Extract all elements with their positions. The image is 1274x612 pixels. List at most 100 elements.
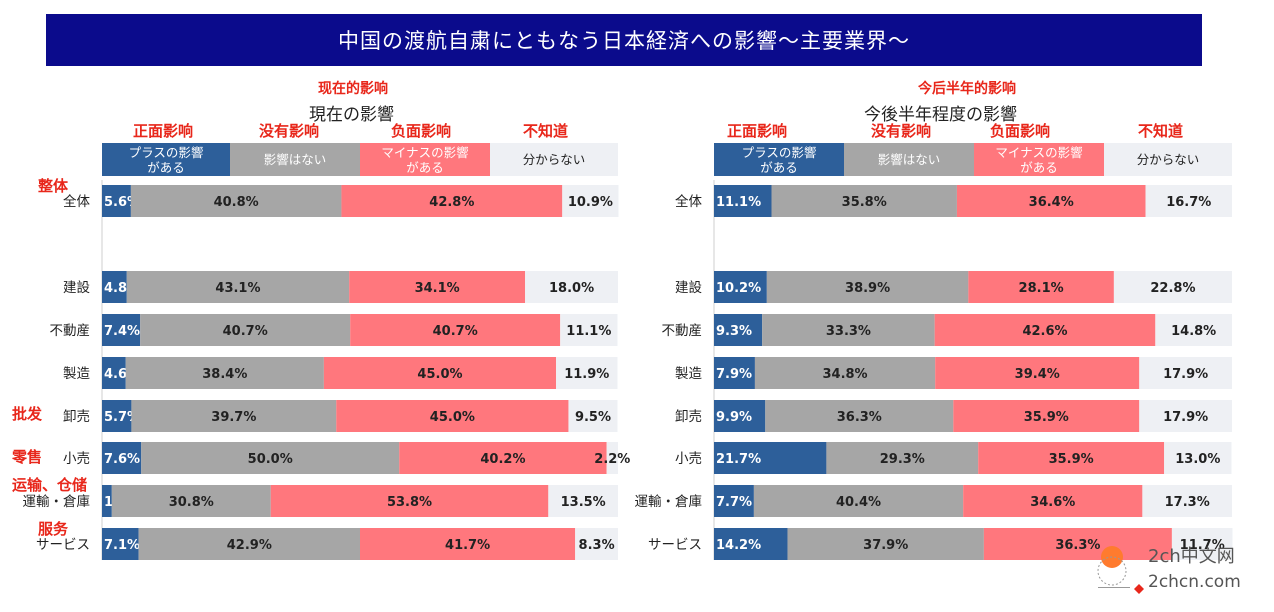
left-value-label: 7.4% xyxy=(104,324,140,339)
left-bar-segment xyxy=(102,442,142,474)
left-bar-segment xyxy=(102,185,131,217)
right-value-label: 13.0% xyxy=(1175,452,1220,467)
side-anno-retail: 零售 xyxy=(12,448,43,466)
right-row-label: 小売 xyxy=(675,451,702,467)
right-value-label: 9.3% xyxy=(716,324,752,339)
left-bar-segment xyxy=(341,185,563,217)
right-legend-unknown: 分からない xyxy=(1104,143,1232,176)
left-row-label: サービス xyxy=(36,537,90,553)
right-bar-segment xyxy=(714,485,754,517)
left-value-label: 43.1% xyxy=(215,281,260,296)
watermark-mascot-face xyxy=(1097,556,1127,586)
legend-text: プラスの影響 がある xyxy=(741,144,817,175)
right-bar-segment xyxy=(963,485,1143,517)
right-legend-positive: プラスの影響 がある xyxy=(714,143,844,176)
left-row-label: 不動産 xyxy=(50,323,91,339)
right-value-label: 36.3% xyxy=(1055,538,1100,553)
left-value-label: 34.1% xyxy=(415,281,460,296)
watermark-diamond-icon xyxy=(1134,584,1144,594)
right-bar-segment xyxy=(1145,185,1232,217)
left-value-label: 11.1% xyxy=(566,324,611,339)
left-value-label: 39.7% xyxy=(211,410,256,425)
watermark-line2: 2chcn.com xyxy=(1148,572,1241,592)
right-value-label: 22.8% xyxy=(1150,281,1195,296)
right-bar-segment xyxy=(968,271,1114,303)
right-bar-segment xyxy=(983,528,1172,560)
left-bar-segment xyxy=(360,528,576,560)
right-bar-segment xyxy=(956,185,1146,217)
right-value-label: 40.4% xyxy=(836,495,881,510)
left-row-label: 運輸・倉庫 xyxy=(23,494,91,510)
left-bar-segment xyxy=(350,314,561,346)
right-bar-segment xyxy=(1142,485,1232,517)
chart-title-banner: 中国の渡航自粛にともなう日本経済への影響～主要業界～ xyxy=(46,14,1202,66)
left-value-label: 5.7% xyxy=(104,410,140,425)
left-bar-segment xyxy=(525,271,618,303)
right-bar-segment xyxy=(978,442,1165,474)
right-bar-segment xyxy=(714,314,763,346)
left-legend-none: 影響はない xyxy=(230,143,360,176)
side-anno-services: 服务 xyxy=(38,520,69,538)
left-value-label: 9.5% xyxy=(575,410,611,425)
left-cat-unknown: 不知道 xyxy=(523,122,569,140)
left-bar-segment xyxy=(270,485,549,517)
right-value-label: 17.9% xyxy=(1163,410,1208,425)
right-subtitle: 今後半年程度の影響 xyxy=(864,105,1017,125)
left-bar-segment xyxy=(575,528,618,560)
legend-text: 影響はない xyxy=(263,152,327,167)
right-value-label: 17.9% xyxy=(1163,367,1208,382)
right-value-label: 14.8% xyxy=(1171,324,1216,339)
right-value-label: 14.2% xyxy=(716,538,761,553)
right-value-label: 36.3% xyxy=(837,410,882,425)
left-value-label: 13.5% xyxy=(561,495,606,510)
left-bar-segment xyxy=(556,357,618,389)
side-anno-wholesale: 批发 xyxy=(12,405,43,423)
right-row-label: 製造 xyxy=(675,366,703,382)
left-value-label: 40.7% xyxy=(433,324,478,339)
left-value-label: 30.8% xyxy=(169,495,214,510)
left-value-label: 42.8% xyxy=(429,195,474,210)
right-value-label: 38.9% xyxy=(845,281,890,296)
right-bar-segment xyxy=(714,271,767,303)
right-bar-segment xyxy=(762,314,935,346)
left-value-label: 53.8% xyxy=(387,495,432,510)
legend-text: 分からない xyxy=(522,152,586,167)
left-bar-segment xyxy=(606,442,618,474)
right-value-label: 10.2% xyxy=(716,281,761,296)
left-bar-segment xyxy=(560,314,618,346)
right-bar-segment xyxy=(714,185,772,217)
left-legend-unknown: 分からない xyxy=(490,143,618,176)
left-subtitle: 現在の影響 xyxy=(309,105,394,125)
left-bar-segment xyxy=(102,271,127,303)
left-value-label: 40.7% xyxy=(223,324,268,339)
legend-text: 分からない xyxy=(1136,152,1200,167)
right-bar-segment xyxy=(1139,400,1232,432)
right-bar-segment xyxy=(714,442,827,474)
right-row-label: 建設 xyxy=(675,280,703,296)
left-bar-segment xyxy=(102,528,139,560)
right-value-label: 29.3% xyxy=(880,452,925,467)
left-bar-segment xyxy=(568,400,618,432)
right-bar-segment xyxy=(766,271,969,303)
right-bar-segment xyxy=(754,357,936,389)
right-value-label: 35.9% xyxy=(1024,410,1069,425)
right-bar-segment xyxy=(714,357,755,389)
left-value-label: 7.1% xyxy=(104,538,140,553)
left-bar-segment xyxy=(130,185,342,217)
left-bar-segment xyxy=(399,442,607,474)
left-row-label: 卸売 xyxy=(63,409,90,425)
left-cat-positive: 正面影响 xyxy=(133,122,194,140)
legend-text: マイナスの影響 がある xyxy=(381,144,469,175)
legend-text: 影響はない xyxy=(877,152,941,167)
right-bar-segment xyxy=(787,528,984,560)
left-bar-segment xyxy=(102,485,112,517)
right-value-label: 34.8% xyxy=(822,367,867,382)
right-value-label: 28.1% xyxy=(1019,281,1064,296)
left-bar-segment xyxy=(102,400,132,432)
right-bar-segment xyxy=(1139,357,1232,389)
left-value-label: 7.6% xyxy=(104,452,140,467)
right-value-label: 21.7% xyxy=(716,452,761,467)
left-value-label: 11.9% xyxy=(564,367,609,382)
right-bar-segment xyxy=(714,400,766,432)
